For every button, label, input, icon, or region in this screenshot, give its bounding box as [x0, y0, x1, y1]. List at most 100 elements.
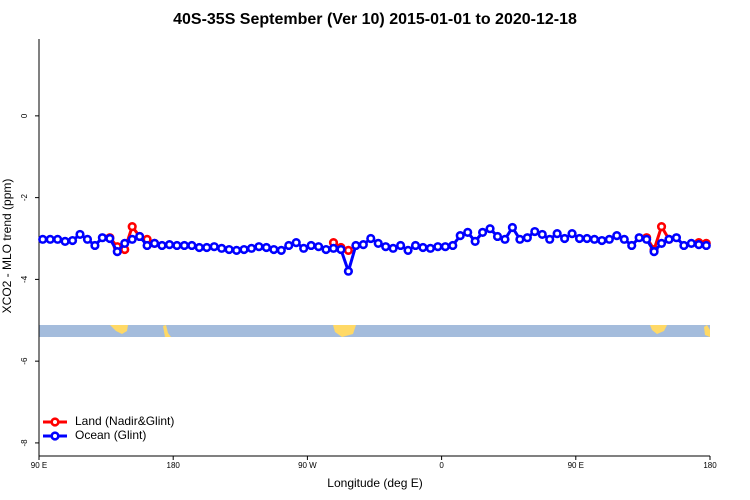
data-point	[395, 240, 406, 251]
data-point	[694, 240, 704, 250]
data-point	[649, 246, 659, 257]
data-point	[82, 234, 93, 244]
data-point	[656, 238, 667, 249]
data-point	[634, 233, 644, 243]
x-tick-label: 90 E	[568, 461, 584, 470]
data-point	[485, 224, 495, 234]
data-point	[552, 229, 562, 239]
data-point	[321, 244, 331, 255]
data-point	[231, 245, 242, 255]
data-point	[589, 234, 600, 244]
data-point	[381, 242, 391, 252]
legend: Land (Nadir&Glint)Ocean (Glint)	[43, 414, 174, 442]
data-point	[351, 240, 361, 251]
data-point	[604, 234, 614, 244]
data-point	[492, 231, 503, 242]
data-point	[366, 233, 376, 244]
data-point	[239, 244, 249, 255]
data-point	[246, 243, 257, 253]
data-point	[306, 240, 316, 251]
data-point	[664, 234, 674, 244]
data-point	[440, 242, 450, 252]
data-point	[261, 242, 271, 253]
data-point	[120, 238, 130, 249]
x-tick-label: 180	[167, 461, 181, 470]
data-point	[701, 240, 711, 251]
data-point	[686, 238, 696, 249]
legend-marker	[50, 431, 60, 441]
data-point	[410, 240, 421, 251]
data-point	[612, 231, 622, 241]
data-point	[60, 236, 70, 246]
data-point	[75, 229, 85, 240]
x-tick-label: 180	[703, 461, 717, 470]
data-point	[642, 234, 652, 244]
data-point	[90, 240, 100, 251]
data-point	[313, 242, 324, 252]
data-point	[574, 233, 585, 244]
x-tick-label: 90 E	[31, 461, 47, 470]
data-point	[38, 234, 48, 244]
ocean-strip	[39, 325, 710, 337]
data-point	[269, 244, 279, 255]
data-point	[127, 222, 137, 232]
data-point	[217, 243, 227, 253]
data-point	[500, 234, 510, 244]
data-point	[172, 240, 182, 251]
data-point	[149, 238, 160, 249]
legend-label: Land (Nadir&Glint)	[75, 414, 174, 428]
data-point	[679, 240, 689, 251]
chart-title: 40S-35S September (Ver 10) 2015-01-01 to…	[173, 11, 577, 28]
data-point	[142, 240, 152, 251]
data-point	[157, 240, 167, 251]
data-point	[343, 245, 354, 255]
y-tick-label: -6	[20, 357, 29, 365]
data-point	[418, 242, 428, 253]
data-point	[619, 234, 629, 244]
data-point	[343, 266, 354, 276]
data-point	[403, 245, 413, 255]
data-point	[127, 234, 137, 244]
data-point	[373, 238, 383, 249]
y-tick-label: -4	[20, 275, 29, 283]
data-point	[254, 242, 264, 252]
data-point	[67, 235, 78, 246]
land-blob	[163, 325, 171, 337]
data-point	[530, 226, 540, 237]
data-point	[276, 245, 286, 255]
x-tick-label: 90 W	[298, 461, 317, 470]
data-point	[671, 233, 682, 243]
data-point	[209, 242, 219, 252]
data-point	[291, 237, 301, 248]
data-point	[455, 231, 465, 241]
data-point	[478, 227, 488, 237]
data-point	[507, 222, 518, 233]
data-point	[179, 240, 189, 251]
data-point	[425, 243, 436, 253]
y-tick-label: -2	[20, 194, 29, 202]
data-point	[470, 236, 480, 246]
data-point	[656, 222, 667, 232]
map-strip	[39, 325, 710, 337]
data-point	[433, 242, 443, 252]
data-point	[194, 242, 204, 253]
data-point	[187, 240, 197, 251]
data-point	[567, 229, 577, 239]
data-point	[328, 243, 339, 253]
data-point	[135, 231, 145, 242]
data-point	[97, 233, 107, 243]
data-point	[560, 233, 570, 244]
data-point	[299, 243, 309, 253]
y-tick-label: -8	[20, 439, 29, 447]
data-point	[597, 235, 607, 246]
land-blob	[333, 325, 356, 337]
data-point	[105, 233, 115, 244]
data-point	[515, 234, 525, 244]
data-point	[537, 229, 547, 240]
data-point	[53, 234, 63, 244]
data-point	[45, 234, 55, 244]
data-point	[448, 240, 458, 251]
land-blob	[650, 325, 667, 334]
land-blob	[704, 325, 710, 337]
data-point	[164, 240, 175, 250]
